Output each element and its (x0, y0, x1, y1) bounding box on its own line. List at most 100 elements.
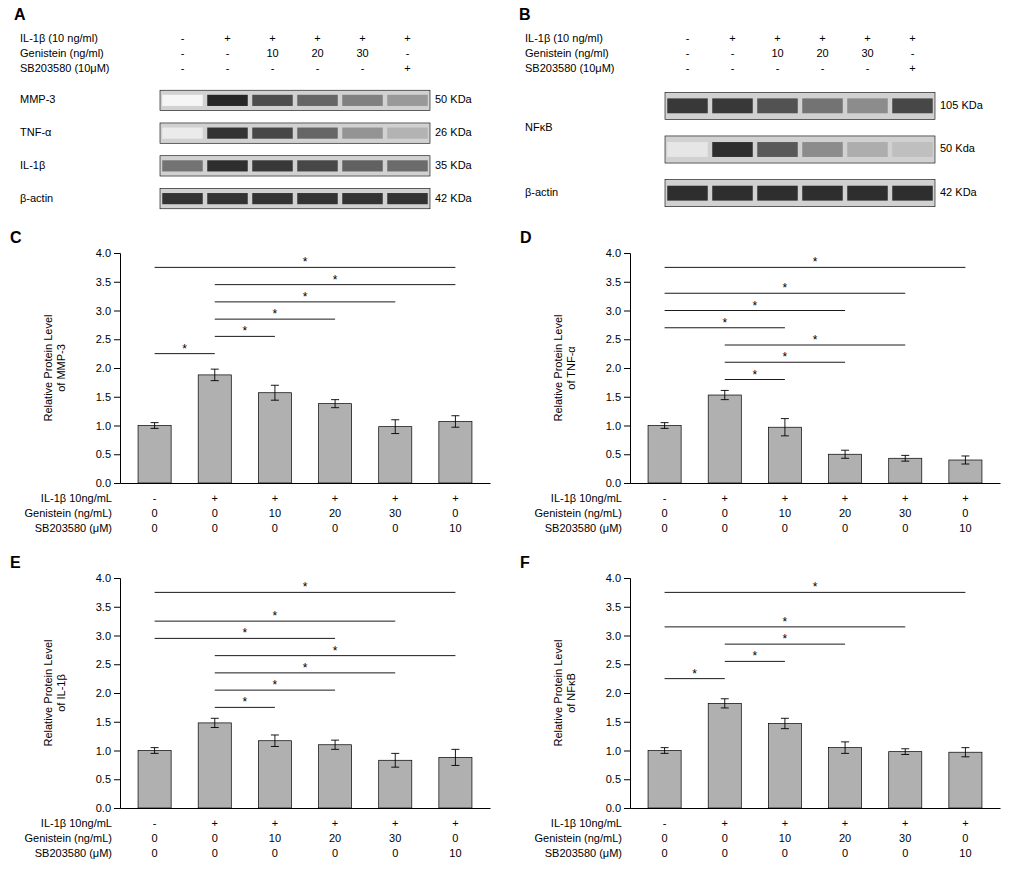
significance-star: * (333, 644, 338, 658)
condition-value: + (722, 817, 728, 829)
y-tick-label: 1.0 (96, 420, 111, 432)
condition-value: 20 (329, 507, 341, 519)
lane (385, 123, 430, 143)
lane (845, 180, 890, 207)
bar (889, 752, 922, 808)
band (207, 160, 248, 171)
lane (755, 180, 800, 207)
significance-star: * (813, 333, 818, 347)
y-tick-mark (114, 483, 120, 484)
lane (205, 188, 250, 208)
condition-value: + (902, 817, 908, 829)
condition-value: + (332, 492, 338, 504)
blot-border (160, 156, 430, 176)
band (387, 95, 428, 106)
error-bar (901, 749, 909, 755)
lane (710, 180, 755, 207)
error-bar (151, 423, 159, 429)
error-bar (841, 450, 849, 458)
condition-value: + (722, 492, 728, 504)
x-axis-line (121, 808, 491, 809)
significance-star: * (243, 324, 248, 338)
x-axis (631, 808, 1001, 809)
lane (295, 188, 340, 208)
condition-value: + (452, 817, 458, 829)
y-tick-mark (114, 808, 120, 809)
row-label: TNF-α (20, 126, 52, 138)
condition-value: 0 (392, 522, 398, 534)
band (847, 142, 888, 157)
condition-value: 20 (329, 832, 341, 844)
significance-star: * (243, 626, 248, 640)
y-tick-mark (114, 311, 120, 312)
y-axis-title: Relative Protein Levelof NFκB (552, 639, 577, 746)
condition-label: Genistein (ng/ml) (525, 47, 609, 59)
lane (755, 92, 800, 119)
error-bar (271, 735, 279, 747)
condition-value: - (226, 62, 230, 74)
error-bar (271, 385, 279, 400)
y-axis-line (624, 254, 631, 484)
condition-value: + (392, 817, 398, 829)
significance-star: * (753, 368, 758, 382)
y-tick-mark (624, 282, 630, 283)
significance-star: * (273, 609, 278, 623)
y-tick-mark (624, 808, 630, 809)
y-tick-label: 1.0 (606, 745, 621, 757)
condition-value: 20 (839, 832, 851, 844)
condition-value: + (774, 32, 780, 44)
condition-value: + (909, 62, 915, 74)
condition-value: 0 (722, 522, 728, 534)
y-axis: 0.00.51.01.52.02.53.03.54.0 (606, 247, 631, 489)
y-tick: 3.0 (96, 305, 120, 317)
lane (340, 188, 385, 208)
error-bar (211, 718, 219, 727)
condition-value: + (782, 492, 788, 504)
y-tick-label: 3.0 (606, 630, 621, 642)
y-axis-title-line: of IL-1β (55, 674, 67, 712)
y-tick-mark (624, 722, 630, 723)
error-bar (781, 419, 789, 436)
y-tick-label: 1.0 (606, 420, 621, 432)
bar (648, 751, 681, 809)
y-tick: 1.5 (606, 391, 630, 403)
y-tick: 2.5 (606, 658, 630, 670)
condition-value: 30 (861, 47, 873, 59)
bar-panel: C0.00.51.01.52.02.53.03.54.0******Relati… (10, 229, 491, 534)
condition-value: 0 (152, 522, 158, 534)
error-bar (901, 455, 909, 461)
y-tick: 0.5 (606, 448, 630, 460)
y-tick-mark (624, 311, 630, 312)
y-tick: 2.5 (606, 333, 630, 345)
condition-value: - (181, 47, 185, 59)
condition-value: + (269, 32, 275, 44)
y-tick-mark (114, 751, 120, 752)
y-tick: 3.5 (606, 601, 630, 613)
condition-label: SB203580 (10μM) (525, 62, 615, 74)
condition-value: 30 (389, 832, 401, 844)
blot-border (160, 123, 430, 143)
band (297, 193, 338, 204)
condition-value: - (731, 62, 735, 74)
condition-value: - (866, 62, 870, 74)
bar (319, 745, 352, 808)
lane (890, 180, 935, 207)
condition-value: 0 (962, 832, 968, 844)
lane (295, 156, 340, 176)
lane (385, 90, 430, 110)
condition-value: 0 (722, 832, 728, 844)
bar (198, 723, 231, 808)
error-bar (721, 699, 729, 708)
y-axis: 0.00.51.01.52.02.53.03.54.0 (96, 247, 121, 489)
y-tick-label: 2.0 (96, 362, 111, 374)
y-tick-label: 0.0 (606, 477, 621, 489)
condition-value: + (224, 32, 230, 44)
condition-label: Genistein (ng/ml) (20, 47, 104, 59)
condition-value: + (392, 492, 398, 504)
y-tick-mark (624, 253, 630, 254)
band (712, 142, 753, 157)
significance-star: * (783, 615, 788, 629)
condition-value: - (686, 62, 690, 74)
condition-table: IL-1β 10ng/mL-+++++Genistein (ng/mL)0010… (535, 492, 972, 534)
y-tick-mark (114, 426, 120, 427)
